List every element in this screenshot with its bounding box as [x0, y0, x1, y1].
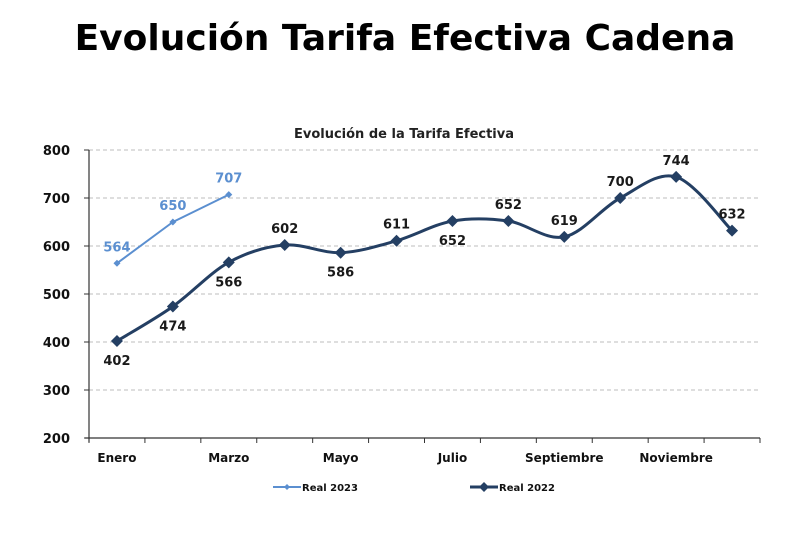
- data-label-real-2022: 611: [383, 218, 410, 233]
- data-label-real-2022: 700: [607, 175, 634, 190]
- y-tick-label: 200: [43, 432, 70, 447]
- x-tick-label: Mayo: [323, 451, 359, 465]
- y-tick-label: 500: [43, 288, 70, 303]
- y-tick-label: 700: [43, 192, 70, 207]
- data-label-real-2022: 602: [271, 222, 298, 237]
- x-tick-label: Julio: [437, 451, 467, 465]
- gridlines: [89, 149, 760, 391]
- data-point-real-2023: [225, 191, 233, 199]
- data-label-real-2022: 474: [159, 319, 186, 334]
- series-line-real-2022: [116, 174, 734, 343]
- y-tick-label: 600: [43, 240, 70, 255]
- data-point-real-2022: [614, 192, 627, 204]
- data-point-real-2023: [169, 218, 177, 226]
- data-label-real-2023: 650: [159, 199, 186, 214]
- x-tick-label: Marzo: [208, 451, 249, 465]
- legend-label-real-2022: Real 2022: [499, 483, 555, 494]
- series-layer: [110, 170, 739, 348]
- x-tick-label: Noviembre: [639, 451, 713, 465]
- legend-label-real-2023: Real 2023: [302, 483, 358, 494]
- data-label-real-2022: 652: [495, 198, 522, 213]
- data-point-real-2022: [222, 256, 235, 269]
- data-point-real-2023: [113, 259, 121, 267]
- legend-marker-real-2023: [284, 484, 290, 490]
- data-point-real-2022: [502, 215, 515, 228]
- y-tick-label: 800: [43, 144, 70, 159]
- legend-marker-real-2022: [479, 482, 489, 492]
- data-label-real-2022: 402: [103, 354, 130, 369]
- data-point-real-2022: [726, 224, 739, 237]
- x-tick-label: Enero: [97, 451, 136, 465]
- data-label-real-2023: 707: [215, 172, 242, 187]
- data-point-real-2022: [110, 335, 123, 348]
- y-tick-label: 400: [43, 336, 70, 351]
- data-point-real-2022: [446, 215, 459, 228]
- data-label-real-2022: 632: [718, 208, 745, 223]
- legend-item-real-2022: Real 2022: [470, 482, 555, 494]
- data-point-real-2022: [278, 239, 291, 252]
- data-point-real-2022: [670, 170, 683, 183]
- data-label-real-2023: 564: [103, 240, 130, 255]
- data-point-real-2022: [166, 300, 179, 313]
- data-label-real-2022: 652: [439, 234, 466, 249]
- data-label-real-2022: 566: [215, 275, 242, 290]
- x-tick-label: Septiembre: [525, 451, 604, 465]
- legend: Real 2023 Real 2022: [273, 482, 555, 494]
- y-tick-label: 300: [43, 384, 70, 399]
- page-title: Evolución Tarifa Efectiva Cadena: [74, 18, 736, 59]
- chart-title: Evolución de la Tarifa Efectiva: [294, 127, 514, 142]
- axes: 200 300 400 500 600 700 800 Enero Marzo Mayo Julio…: [43, 144, 761, 465]
- data-label-real-2022: 586: [327, 266, 354, 281]
- legend-item-real-2023: Real 2023: [273, 483, 358, 494]
- data-label-real-2022: 744: [663, 154, 690, 169]
- data-point-real-2022: [558, 230, 571, 243]
- data-label-real-2022: 619: [551, 214, 578, 229]
- data-point-real-2022: [390, 234, 403, 247]
- data-labels: 402 474 566 602 586 611 652 652 619 700 744 632 564 6…: [103, 154, 745, 369]
- data-point-real-2022: [334, 246, 347, 259]
